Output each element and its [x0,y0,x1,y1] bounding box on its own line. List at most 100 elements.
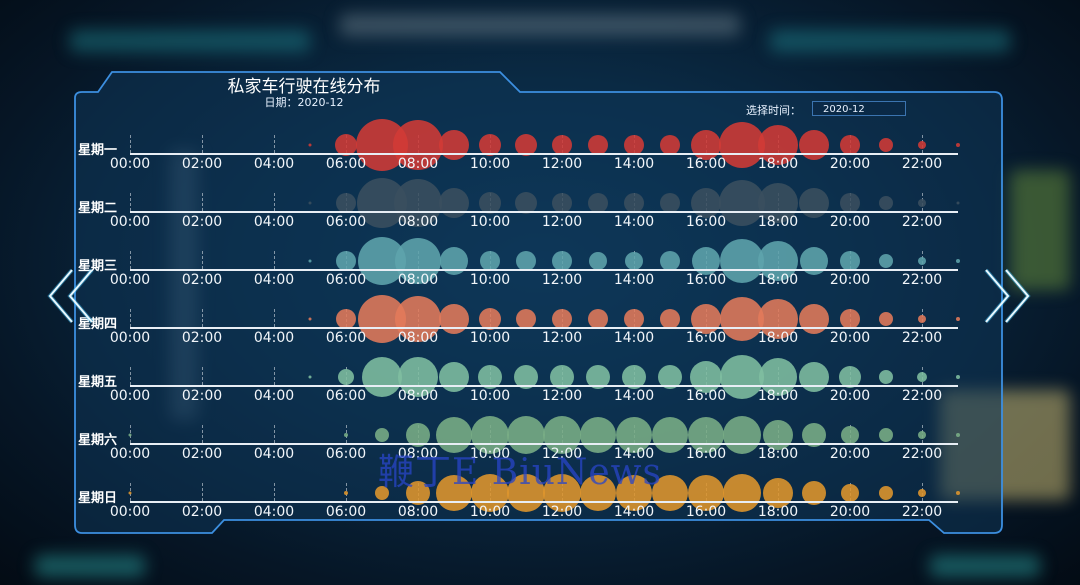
data-bubble[interactable] [394,179,442,227]
data-bubble[interactable] [439,130,469,160]
data-bubble[interactable] [660,135,680,155]
data-bubble[interactable] [543,416,581,454]
data-bubble[interactable] [624,309,644,329]
data-bubble[interactable] [395,238,441,284]
data-bubble[interactable] [395,296,441,342]
data-bubble[interactable] [799,188,829,218]
data-bubble[interactable] [841,484,859,502]
data-bubble[interactable] [759,358,797,396]
data-bubble[interactable] [652,417,688,453]
data-bubble[interactable] [308,375,312,379]
data-bubble[interactable] [479,192,501,214]
data-bubble[interactable] [719,122,765,168]
data-bubble[interactable] [691,130,721,160]
data-bubble[interactable] [758,183,798,223]
data-bubble[interactable] [336,309,356,329]
data-bubble[interactable] [799,362,829,392]
data-bubble[interactable] [918,199,926,207]
data-bubble[interactable] [335,134,357,156]
data-bubble[interactable] [515,192,537,214]
data-bubble[interactable] [344,491,348,495]
data-bubble[interactable] [588,135,608,155]
data-bubble[interactable] [436,417,472,453]
data-bubble[interactable] [471,416,509,454]
data-bubble[interactable] [439,304,469,334]
data-bubble[interactable] [344,433,348,437]
data-bubble[interactable] [840,251,860,271]
data-bubble[interactable] [839,366,861,388]
data-bubble[interactable] [879,312,893,326]
data-bubble[interactable] [588,309,608,329]
data-bubble[interactable] [723,474,761,512]
data-bubble[interactable] [652,475,688,511]
data-bubble[interactable] [515,134,537,156]
data-bubble[interactable] [758,299,798,339]
data-bubble[interactable] [439,188,469,218]
data-bubble[interactable] [879,370,893,384]
data-bubble[interactable] [691,304,721,334]
data-bubble[interactable] [758,241,798,281]
data-bubble[interactable] [799,304,829,334]
data-bubble[interactable] [552,135,572,155]
data-bubble[interactable] [956,201,960,205]
double-chevron-right-icon[interactable] [982,266,1034,326]
data-bubble[interactable] [841,426,859,444]
data-bubble[interactable] [624,135,644,155]
data-bubble[interactable] [338,369,354,385]
data-bubble[interactable] [128,491,132,495]
data-bubble[interactable] [439,362,469,392]
data-bubble[interactable] [128,433,132,437]
data-bubble[interactable] [660,251,680,271]
data-bubble[interactable] [336,193,356,213]
data-bubble[interactable] [660,193,680,213]
double-chevron-left-icon[interactable] [44,266,96,326]
data-bubble[interactable] [479,308,501,330]
data-bubble[interactable] [479,134,501,156]
data-bubble[interactable] [840,193,860,213]
data-bubble[interactable] [763,420,793,450]
data-bubble[interactable] [956,375,960,379]
data-bubble[interactable] [918,257,926,265]
data-bubble[interactable] [580,417,616,453]
data-bubble[interactable] [588,193,608,213]
data-bubble[interactable] [552,193,572,213]
data-bubble[interactable] [918,141,926,149]
data-bubble[interactable] [688,475,724,511]
data-bubble[interactable] [616,417,652,453]
data-bubble[interactable] [720,297,764,341]
data-bubble[interactable] [879,196,893,210]
data-bubble[interactable] [918,431,926,439]
data-bubble[interactable] [690,361,722,393]
data-bubble[interactable] [719,180,765,226]
data-bubble[interactable] [375,486,389,500]
data-bubble[interactable] [580,475,616,511]
data-bubble[interactable] [616,475,652,511]
data-bubble[interactable] [956,143,960,147]
data-bubble[interactable] [879,428,893,442]
data-bubble[interactable] [688,417,724,453]
data-bubble[interactable] [308,143,312,147]
data-bubble[interactable] [552,251,572,271]
data-bubble[interactable] [471,474,509,512]
data-bubble[interactable] [507,416,545,454]
time-picker-input[interactable]: 2020-12 [812,101,906,116]
data-bubble[interactable] [879,486,893,500]
data-bubble[interactable] [956,491,960,495]
data-bubble[interactable] [516,309,536,329]
data-bubble[interactable] [956,317,960,321]
data-bubble[interactable] [516,251,536,271]
data-bubble[interactable] [624,193,644,213]
data-bubble[interactable] [879,254,893,268]
data-bubble[interactable] [336,251,356,271]
data-bubble[interactable] [840,135,860,155]
data-bubble[interactable] [436,475,472,511]
data-bubble[interactable] [763,478,793,508]
data-bubble[interactable] [625,252,643,270]
data-bubble[interactable] [362,357,402,397]
data-bubble[interactable] [691,188,721,218]
data-bubble[interactable] [375,428,389,442]
data-bubble[interactable] [918,489,926,497]
data-bubble[interactable] [917,372,927,382]
data-bubble[interactable] [543,474,581,512]
data-bubble[interactable] [758,125,798,165]
